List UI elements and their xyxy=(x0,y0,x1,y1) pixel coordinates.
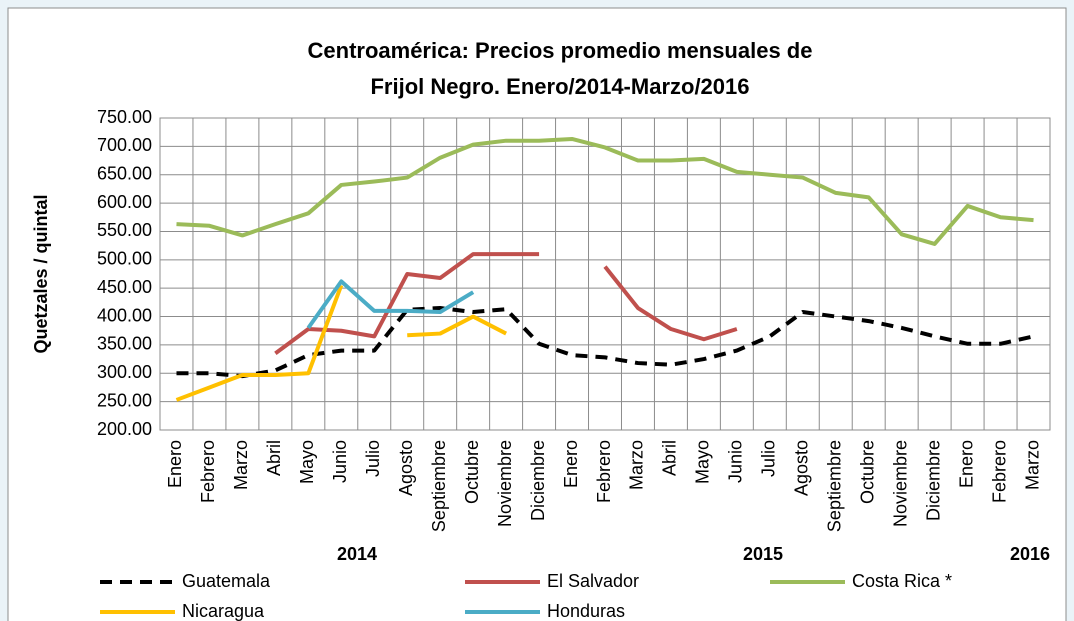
legend-label: Guatemala xyxy=(182,571,271,591)
series-line xyxy=(176,136,1034,246)
x-tick-label: Noviembre xyxy=(495,440,515,527)
x-tick-label: Agosto xyxy=(792,440,812,496)
y-axis-label: Quetzales / quintal xyxy=(31,194,51,353)
x-tick-label: Abril xyxy=(264,440,284,476)
series-line xyxy=(175,284,508,402)
x-tick-label: Noviembre xyxy=(890,440,910,527)
y-tick-label: 300.00 xyxy=(97,362,152,382)
x-tick-label: Diciembre xyxy=(528,440,548,521)
x-tick-label: Julio xyxy=(363,440,383,477)
y-tick-label: 400.00 xyxy=(97,305,152,325)
x-tick-label: Julio xyxy=(759,440,779,477)
legend-label: Honduras xyxy=(547,601,625,621)
y-tick-label: 700.00 xyxy=(97,135,152,155)
x-tick-label: Febrero xyxy=(989,440,1009,503)
legend-label: Nicaragua xyxy=(182,601,265,621)
x-tick-label: Mayo xyxy=(693,440,713,484)
x-tick-label: Marzo xyxy=(231,440,251,490)
y-tick-label: 600.00 xyxy=(97,192,152,212)
year-label: 2014 xyxy=(337,544,377,564)
x-tick-label: Agosto xyxy=(396,440,416,496)
x-tick-label: Febrero xyxy=(594,440,614,503)
series-line xyxy=(274,252,738,356)
legend-label: El Salvador xyxy=(547,571,639,591)
y-tick-label: 550.00 xyxy=(97,220,152,240)
x-tick-label: Enero xyxy=(165,440,185,488)
series-line xyxy=(306,279,475,330)
x-tick-label: Junio xyxy=(726,440,746,483)
legend-label: Costa Rica * xyxy=(852,571,952,591)
y-tick-label: 200.00 xyxy=(97,419,152,439)
y-tick-label: 450.00 xyxy=(97,277,152,297)
y-tick-label: 350.00 xyxy=(97,334,152,354)
y-tick-label: 650.00 xyxy=(97,163,152,183)
x-tick-label: Marzo xyxy=(1022,440,1042,490)
x-tick-label: Mayo xyxy=(297,440,317,484)
x-tick-label: Enero xyxy=(561,440,581,488)
chart-title: Frijol Negro. Enero/2014-Marzo/2016 xyxy=(370,74,749,99)
y-tick-label: 500.00 xyxy=(97,249,152,269)
x-tick-label: Febrero xyxy=(198,440,218,503)
series-line xyxy=(176,306,1034,379)
chart-title: Centroamérica: Precios promedio mensuale… xyxy=(308,38,813,63)
x-tick-label: Octubre xyxy=(857,440,877,504)
x-tick-label: Enero xyxy=(956,440,976,488)
x-tick-label: Marzo xyxy=(627,440,647,490)
x-tick-label: Abril xyxy=(660,440,680,476)
x-tick-label: Diciembre xyxy=(923,440,943,521)
year-label: 2015 xyxy=(743,544,783,564)
x-tick-label: Junio xyxy=(330,440,350,483)
x-tick-label: Septiembre xyxy=(824,440,844,532)
x-tick-label: Septiembre xyxy=(429,440,449,532)
year-label: 2016 xyxy=(1010,544,1050,564)
y-tick-label: 250.00 xyxy=(97,390,152,410)
x-tick-label: Octubre xyxy=(462,440,482,504)
y-tick-label: 750.00 xyxy=(97,107,152,127)
chart-frame xyxy=(7,7,1067,621)
